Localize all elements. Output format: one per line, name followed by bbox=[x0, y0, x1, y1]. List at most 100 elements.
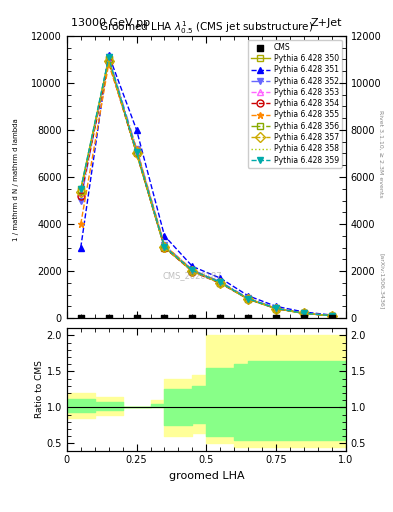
Pythia 6.428 355 bbox=[190, 267, 195, 273]
Line: Pythia 6.428 355: Pythia 6.428 355 bbox=[77, 60, 335, 319]
Pythia 6.428 359 bbox=[246, 295, 251, 302]
Pythia 6.428 358 bbox=[79, 187, 83, 193]
Pythia 6.428 351 bbox=[246, 293, 251, 299]
Pythia 6.428 352 bbox=[190, 267, 195, 273]
Pythia 6.428 350 bbox=[302, 310, 307, 316]
Pythia 6.428 356 bbox=[274, 306, 278, 312]
Line: Pythia 6.428 357: Pythia 6.428 357 bbox=[77, 57, 335, 319]
Pythia 6.428 356 bbox=[190, 268, 195, 274]
Pythia 6.428 359 bbox=[274, 305, 278, 311]
Pythia 6.428 358 bbox=[134, 150, 139, 156]
Pythia 6.428 356 bbox=[162, 244, 167, 250]
Pythia 6.428 357 bbox=[162, 244, 167, 250]
Pythia 6.428 354 bbox=[162, 244, 167, 250]
Text: 13000 GeV pp: 13000 GeV pp bbox=[71, 18, 150, 28]
Pythia 6.428 354 bbox=[134, 151, 139, 157]
CMS bbox=[105, 314, 112, 322]
Pythia 6.428 355 bbox=[246, 295, 251, 302]
Line: Pythia 6.428 353: Pythia 6.428 353 bbox=[77, 56, 335, 319]
Pythia 6.428 357 bbox=[329, 313, 334, 319]
Pythia 6.428 358 bbox=[190, 268, 195, 274]
Pythia 6.428 353 bbox=[274, 305, 278, 311]
Pythia 6.428 353 bbox=[162, 243, 167, 249]
Pythia 6.428 353 bbox=[106, 56, 111, 62]
Pythia 6.428 352 bbox=[106, 54, 111, 60]
Pythia 6.428 355 bbox=[79, 221, 83, 227]
Pythia 6.428 352 bbox=[162, 242, 167, 248]
Pythia 6.428 351 bbox=[329, 312, 334, 318]
Pythia 6.428 355 bbox=[162, 242, 167, 248]
Pythia 6.428 350 bbox=[162, 244, 167, 250]
Pythia 6.428 358 bbox=[106, 55, 111, 61]
Line: Pythia 6.428 354: Pythia 6.428 354 bbox=[77, 58, 335, 319]
Pythia 6.428 359 bbox=[134, 149, 139, 155]
Pythia 6.428 359 bbox=[162, 244, 167, 250]
Pythia 6.428 355 bbox=[274, 305, 278, 311]
Pythia 6.428 356 bbox=[218, 280, 222, 286]
Pythia 6.428 355 bbox=[218, 279, 222, 285]
Pythia 6.428 352 bbox=[246, 295, 251, 301]
Pythia 6.428 353 bbox=[246, 296, 251, 302]
Pythia 6.428 357 bbox=[190, 268, 195, 274]
Pythia 6.428 359 bbox=[329, 312, 334, 318]
CMS bbox=[301, 314, 307, 322]
Pythia 6.428 355 bbox=[106, 61, 111, 67]
Pythia 6.428 354 bbox=[218, 280, 222, 286]
Pythia 6.428 355 bbox=[329, 313, 334, 319]
Pythia 6.428 358 bbox=[274, 306, 278, 312]
Pythia 6.428 356 bbox=[302, 310, 307, 316]
Pythia 6.428 356 bbox=[246, 296, 251, 302]
Pythia 6.428 351 bbox=[79, 244, 83, 250]
Pythia 6.428 359 bbox=[106, 54, 111, 60]
Pythia 6.428 358 bbox=[218, 280, 222, 286]
Pythia 6.428 356 bbox=[134, 149, 139, 155]
Pythia 6.428 350 bbox=[134, 151, 139, 157]
Pythia 6.428 352 bbox=[79, 198, 83, 204]
Legend: CMS, Pythia 6.428 350, Pythia 6.428 351, Pythia 6.428 352, Pythia 6.428 353, Pyt: CMS, Pythia 6.428 350, Pythia 6.428 351,… bbox=[248, 39, 342, 168]
CMS bbox=[329, 314, 335, 322]
Pythia 6.428 353 bbox=[302, 310, 307, 316]
Pythia 6.428 356 bbox=[106, 56, 111, 62]
Pythia 6.428 357 bbox=[302, 310, 307, 316]
Pythia 6.428 357 bbox=[218, 280, 222, 286]
Pythia 6.428 351 bbox=[162, 233, 167, 239]
Text: [arXiv:1306.3436]: [arXiv:1306.3436] bbox=[379, 253, 384, 310]
CMS bbox=[273, 314, 279, 322]
Pythia 6.428 358 bbox=[162, 244, 167, 250]
Pythia 6.428 353 bbox=[79, 190, 83, 197]
Pythia 6.428 354 bbox=[246, 296, 251, 302]
Text: CMS_2020187: CMS_2020187 bbox=[163, 271, 222, 280]
Y-axis label: Ratio to CMS: Ratio to CMS bbox=[35, 360, 44, 418]
Pythia 6.428 357 bbox=[79, 189, 83, 196]
Pythia 6.428 359 bbox=[190, 267, 195, 273]
Pythia 6.428 350 bbox=[329, 313, 334, 319]
Pythia 6.428 355 bbox=[302, 310, 307, 316]
Pythia 6.428 354 bbox=[106, 59, 111, 65]
Pythia 6.428 353 bbox=[190, 268, 195, 274]
Pythia 6.428 353 bbox=[329, 313, 334, 319]
Pythia 6.428 358 bbox=[246, 296, 251, 302]
Pythia 6.428 357 bbox=[246, 296, 251, 302]
Pythia 6.428 350 bbox=[190, 268, 195, 274]
Text: 1 / mathrm d N / mathrm d lambda: 1 / mathrm d N / mathrm d lambda bbox=[13, 118, 19, 241]
Line: Pythia 6.428 356: Pythia 6.428 356 bbox=[77, 56, 335, 319]
Pythia 6.428 352 bbox=[274, 305, 278, 311]
Pythia 6.428 351 bbox=[190, 263, 195, 269]
X-axis label: groomed LHA: groomed LHA bbox=[169, 471, 244, 481]
Line: Pythia 6.428 351: Pythia 6.428 351 bbox=[77, 51, 335, 318]
Pythia 6.428 351 bbox=[134, 127, 139, 133]
Line: Pythia 6.428 358: Pythia 6.428 358 bbox=[81, 58, 332, 316]
Title: Groomed LHA $\lambda^{1}_{0.5}$ (CMS jet substructure): Groomed LHA $\lambda^{1}_{0.5}$ (CMS jet… bbox=[99, 19, 314, 36]
Text: Z+Jet: Z+Jet bbox=[310, 18, 342, 28]
Pythia 6.428 351 bbox=[218, 275, 222, 281]
Pythia 6.428 352 bbox=[329, 312, 334, 318]
CMS bbox=[245, 314, 252, 322]
Pythia 6.428 354 bbox=[329, 313, 334, 319]
Pythia 6.428 352 bbox=[302, 310, 307, 316]
Pythia 6.428 351 bbox=[274, 303, 278, 309]
Pythia 6.428 354 bbox=[302, 310, 307, 316]
Pythia 6.428 359 bbox=[302, 310, 307, 316]
Pythia 6.428 350 bbox=[218, 280, 222, 286]
Text: Rivet 3.1.10, ≥ 2.3M events: Rivet 3.1.10, ≥ 2.3M events bbox=[379, 110, 384, 198]
Pythia 6.428 350 bbox=[106, 56, 111, 62]
